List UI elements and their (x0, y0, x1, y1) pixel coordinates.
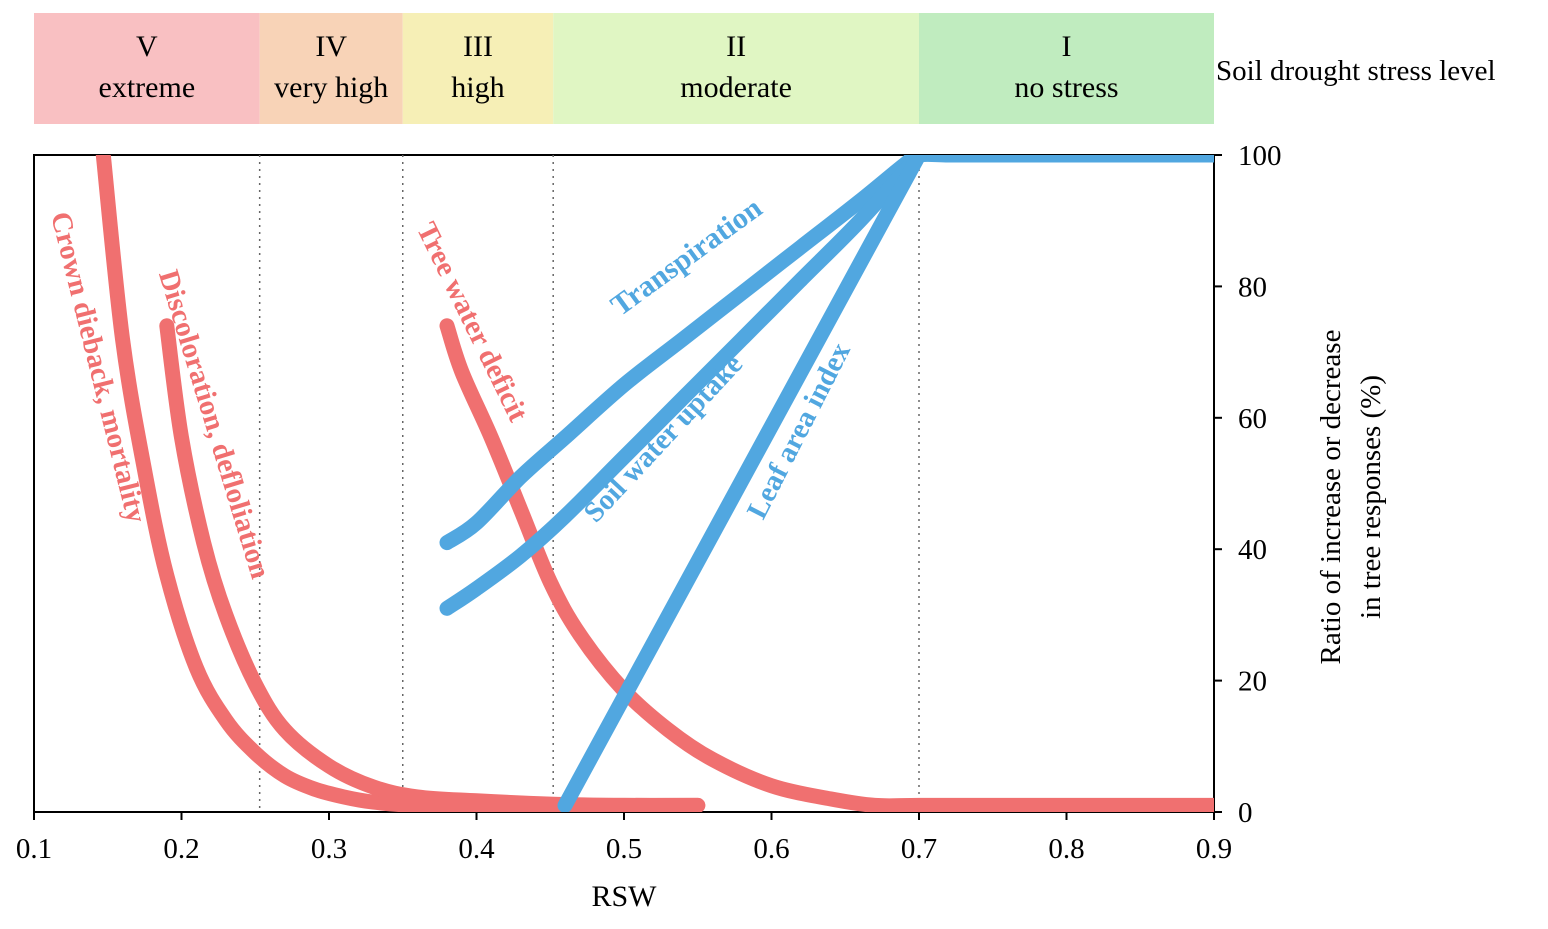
stress-band-numeral: III (463, 30, 493, 63)
series-lines (95, 155, 1214, 812)
x-tick-label: 0.8 (1048, 833, 1084, 865)
series-line-transpiration (439, 155, 1214, 551)
series-line-discoloration-defloliation (159, 318, 706, 812)
stress-band-numeral: IV (315, 30, 347, 63)
stress-band-label: extreme (99, 71, 196, 104)
x-tick-label: 0.2 (163, 833, 199, 865)
y-axis-label-line-2: in tree responses (%) (1355, 375, 1387, 619)
y-tick-label: 40 (1238, 534, 1267, 566)
x-tick-label: 0.3 (311, 833, 347, 865)
y-tick-label: 60 (1238, 403, 1267, 435)
series-line-soil-water-uptake (439, 155, 927, 616)
stress-band-label: no stress (1014, 71, 1118, 104)
stress-band-label: high (451, 71, 504, 104)
stress-band-very-high (259, 13, 403, 124)
y-tick-label: 20 (1238, 666, 1267, 698)
stress-band-extreme (34, 13, 260, 124)
x-axis-label: RSW (591, 880, 657, 913)
x-tick-label: 0.6 (753, 833, 789, 865)
series-line-leaf-area-index (557, 155, 927, 812)
x-tick-label: 0.4 (458, 833, 495, 865)
series-label-discoloration-defloliation: Discoloration, defloliation (152, 266, 276, 582)
y-tick-label: 80 (1238, 271, 1267, 303)
y-tick-label: 0 (1238, 797, 1253, 829)
stress-band-label: moderate (680, 71, 792, 104)
x-tick-label: 0.7 (901, 833, 937, 865)
stress-band-numeral: V (136, 30, 158, 63)
y-axis-label: Ratio of increase or decrease in tree re… (1315, 330, 1387, 665)
series-label-transpiration: Transpiration (605, 191, 768, 322)
stress-band-numeral: I (1062, 30, 1072, 63)
series-label-crown-dieback-mortality: Crown dieback, mortality (44, 209, 152, 527)
y-axis: 0 20 40 60 80 100 (1214, 140, 1282, 829)
x-tick-label: 0.5 (606, 833, 642, 865)
y-tick-label: 100 (1238, 140, 1282, 172)
y-axis-label-line-1: Ratio of increase or decrease (1315, 330, 1347, 665)
x-tick-label: 0.9 (1196, 833, 1232, 865)
stress-band-label: very high (274, 71, 388, 104)
x-axis: 0.1 0.2 0.3 0.4 0.5 0.6 0.7 0.8 0.9 (16, 812, 1232, 865)
x-tick-label: 0.1 (16, 833, 52, 865)
stress-band-numeral: II (726, 30, 746, 63)
series-labels: Crown dieback, mortality Discoloration, d… (44, 191, 857, 582)
stress-band-high (402, 13, 554, 124)
stress-band-no-stress (919, 13, 1214, 124)
stress-level-title: Soil drought stress level (1216, 55, 1496, 87)
stress-band-moderate (553, 13, 919, 124)
